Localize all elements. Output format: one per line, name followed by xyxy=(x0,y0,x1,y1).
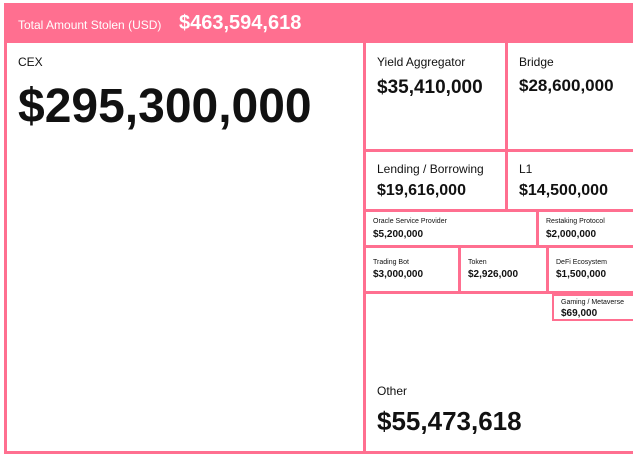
cell-value-cex: $295,300,000 xyxy=(18,80,312,133)
cell-label-lending-borrowing: Lending / Borrowing xyxy=(377,162,484,176)
cell-value-restaking-protocol: $2,000,000 xyxy=(546,229,597,240)
cell-value-trading-bot: $3,000,000 xyxy=(373,269,424,280)
cell-label-l1: L1 xyxy=(519,162,533,176)
treemap-cell-defi-ecosystem: DeFi Ecosystem $1,500,000 xyxy=(549,248,633,291)
cell-value-yield-aggregator: $35,410,000 xyxy=(377,77,483,98)
cell-value-bridge: $28,600,000 xyxy=(519,76,614,95)
cell-label-bridge: Bridge xyxy=(519,55,554,69)
cell-label-gaming-metaverse: Gaming / Metaverse xyxy=(561,299,625,306)
treemap-cell-cex: CEX $295,300,000 xyxy=(7,43,363,451)
cell-value-gaming-metaverse: $69,000 xyxy=(561,308,598,319)
cell-value-lending-borrowing: $19,616,000 xyxy=(377,182,466,199)
cell-value-token: $2,926,000 xyxy=(468,269,519,280)
treemap-cell-l1: L1 $14,500,000 xyxy=(508,152,633,209)
header-label: Total Amount Stolen (USD) xyxy=(18,18,162,32)
header-total: $463,594,618 xyxy=(179,12,302,34)
treemap: Other $55,473,618 CEX $295,300,000 Yield Agg… xyxy=(4,40,633,454)
cell-label-other: Other xyxy=(377,384,408,398)
cell-value-l1: $14,500,000 xyxy=(519,182,608,199)
treemap-cell-gaming-metaverse: Gaming / Metaverse $69,000 xyxy=(552,294,633,321)
cell-label-oracle-service-provider: Oracle Service Provider xyxy=(373,218,447,225)
cell-label-token: Token xyxy=(468,259,487,266)
cell-value-other: $55,473,618 xyxy=(377,406,522,436)
cell-value-defi-ecosystem: $1,500,000 xyxy=(556,269,607,280)
cell-label-defi-ecosystem: DeFi Ecosystem xyxy=(556,259,607,266)
treemap-cell-token: Token $2,926,000 xyxy=(461,248,546,291)
cell-label-cex: CEX xyxy=(18,55,43,69)
treemap-cell-bridge: Bridge $28,600,000 xyxy=(508,43,633,149)
cell-label-trading-bot: Trading Bot xyxy=(373,259,409,266)
cell-label-yield-aggregator: Yield Aggregator xyxy=(377,55,466,69)
treemap-cell-oracle-service-provider: Oracle Service Provider $5,200,000 xyxy=(366,212,536,245)
treemap-cell-trading-bot: Trading Bot $3,000,000 xyxy=(366,248,458,291)
treemap-cell-restaking-protocol: Restaking Protocol $2,000,000 xyxy=(539,212,633,245)
treemap-cell-yield-aggregator: Yield Aggregator $35,410,000 xyxy=(366,43,505,149)
cell-label-restaking-protocol: Restaking Protocol xyxy=(546,218,605,225)
treemap-cell-lending-borrowing: Lending / Borrowing $19,616,000 xyxy=(366,152,505,209)
cell-value-oracle-service-provider: $5,200,000 xyxy=(373,229,424,240)
chart-header: Total Amount Stolen (USD) $463,594,618 xyxy=(4,3,633,40)
